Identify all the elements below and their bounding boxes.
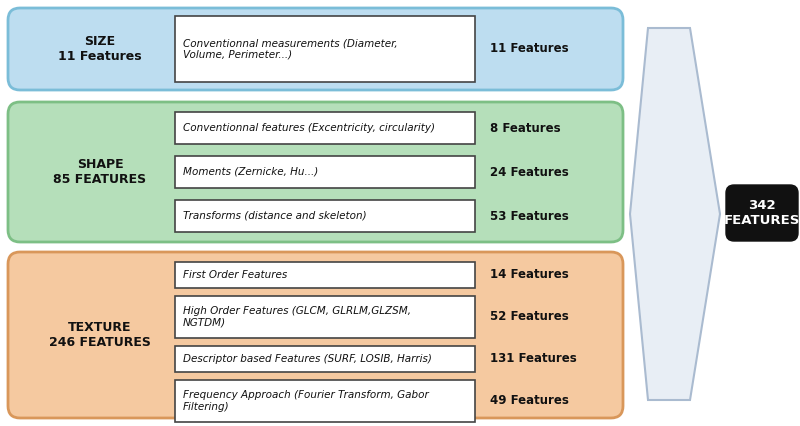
FancyBboxPatch shape: [175, 346, 475, 372]
Text: 342
FEATURES: 342 FEATURES: [724, 199, 800, 227]
Text: First Order Features: First Order Features: [183, 270, 287, 280]
Text: Frequency Approach (Fourier Transform, Gabor
Filtering): Frequency Approach (Fourier Transform, G…: [183, 390, 429, 412]
Text: Transforms (distance and skeleton): Transforms (distance and skeleton): [183, 211, 366, 221]
FancyBboxPatch shape: [175, 200, 475, 232]
Text: 11 Features: 11 Features: [490, 43, 569, 55]
FancyBboxPatch shape: [175, 16, 475, 82]
Text: 8 Features: 8 Features: [490, 121, 561, 135]
Text: 14 Features: 14 Features: [490, 268, 569, 282]
FancyBboxPatch shape: [175, 156, 475, 188]
Text: High Order Features (GLCM, GLRLM,GLZSM,
NGTDM): High Order Features (GLCM, GLRLM,GLZSM, …: [183, 306, 411, 328]
FancyBboxPatch shape: [8, 252, 623, 418]
Text: SIZE
11 Features: SIZE 11 Features: [58, 35, 142, 63]
Text: 49 Features: 49 Features: [490, 394, 569, 408]
Text: 52 Features: 52 Features: [490, 311, 569, 323]
Text: 131 Features: 131 Features: [490, 352, 577, 366]
Text: Descriptor based Features (SURF, LOSIB, Harris): Descriptor based Features (SURF, LOSIB, …: [183, 354, 432, 364]
Text: Moments (Zernicke, Hu...): Moments (Zernicke, Hu...): [183, 167, 318, 177]
FancyBboxPatch shape: [8, 8, 623, 90]
FancyBboxPatch shape: [175, 380, 475, 422]
Text: SHAPE
85 FEATURES: SHAPE 85 FEATURES: [54, 158, 146, 186]
FancyBboxPatch shape: [175, 262, 475, 288]
FancyBboxPatch shape: [8, 102, 623, 242]
Text: 53 Features: 53 Features: [490, 210, 569, 222]
FancyBboxPatch shape: [726, 185, 798, 241]
Text: TEXTURE
246 FEATURES: TEXTURE 246 FEATURES: [49, 321, 151, 349]
FancyBboxPatch shape: [175, 112, 475, 144]
Text: Conventionnal measurements (Diameter,
Volume, Perimeter...): Conventionnal measurements (Diameter, Vo…: [183, 38, 398, 60]
Text: 24 Features: 24 Features: [490, 165, 569, 178]
FancyBboxPatch shape: [175, 296, 475, 338]
Text: Conventionnal features (Excentricity, circularity): Conventionnal features (Excentricity, ci…: [183, 123, 435, 133]
Polygon shape: [630, 28, 720, 400]
